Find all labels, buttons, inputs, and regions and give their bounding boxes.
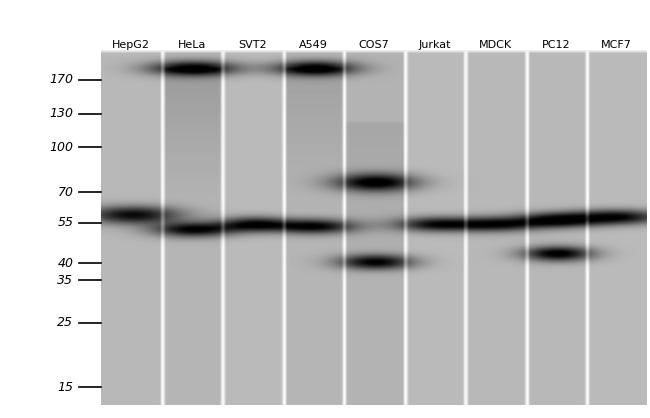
Text: 170: 170: [49, 74, 73, 87]
Text: PC12: PC12: [541, 40, 570, 50]
Text: 130: 130: [49, 107, 73, 120]
Text: 55: 55: [57, 216, 73, 229]
Text: MDCK: MDCK: [478, 40, 512, 50]
Text: 70: 70: [57, 186, 73, 199]
Text: COS7: COS7: [358, 40, 389, 50]
Text: 35: 35: [57, 273, 73, 287]
Text: A549: A549: [298, 40, 328, 50]
Text: MCF7: MCF7: [601, 40, 632, 50]
Text: 15: 15: [57, 381, 73, 394]
Text: HeLa: HeLa: [177, 40, 206, 50]
Text: 100: 100: [49, 140, 73, 153]
Text: 25: 25: [57, 316, 73, 329]
Text: 40: 40: [57, 257, 73, 270]
Text: SVT2: SVT2: [238, 40, 266, 50]
Text: Jurkat: Jurkat: [418, 40, 450, 50]
Text: HepG2: HepG2: [112, 40, 150, 50]
